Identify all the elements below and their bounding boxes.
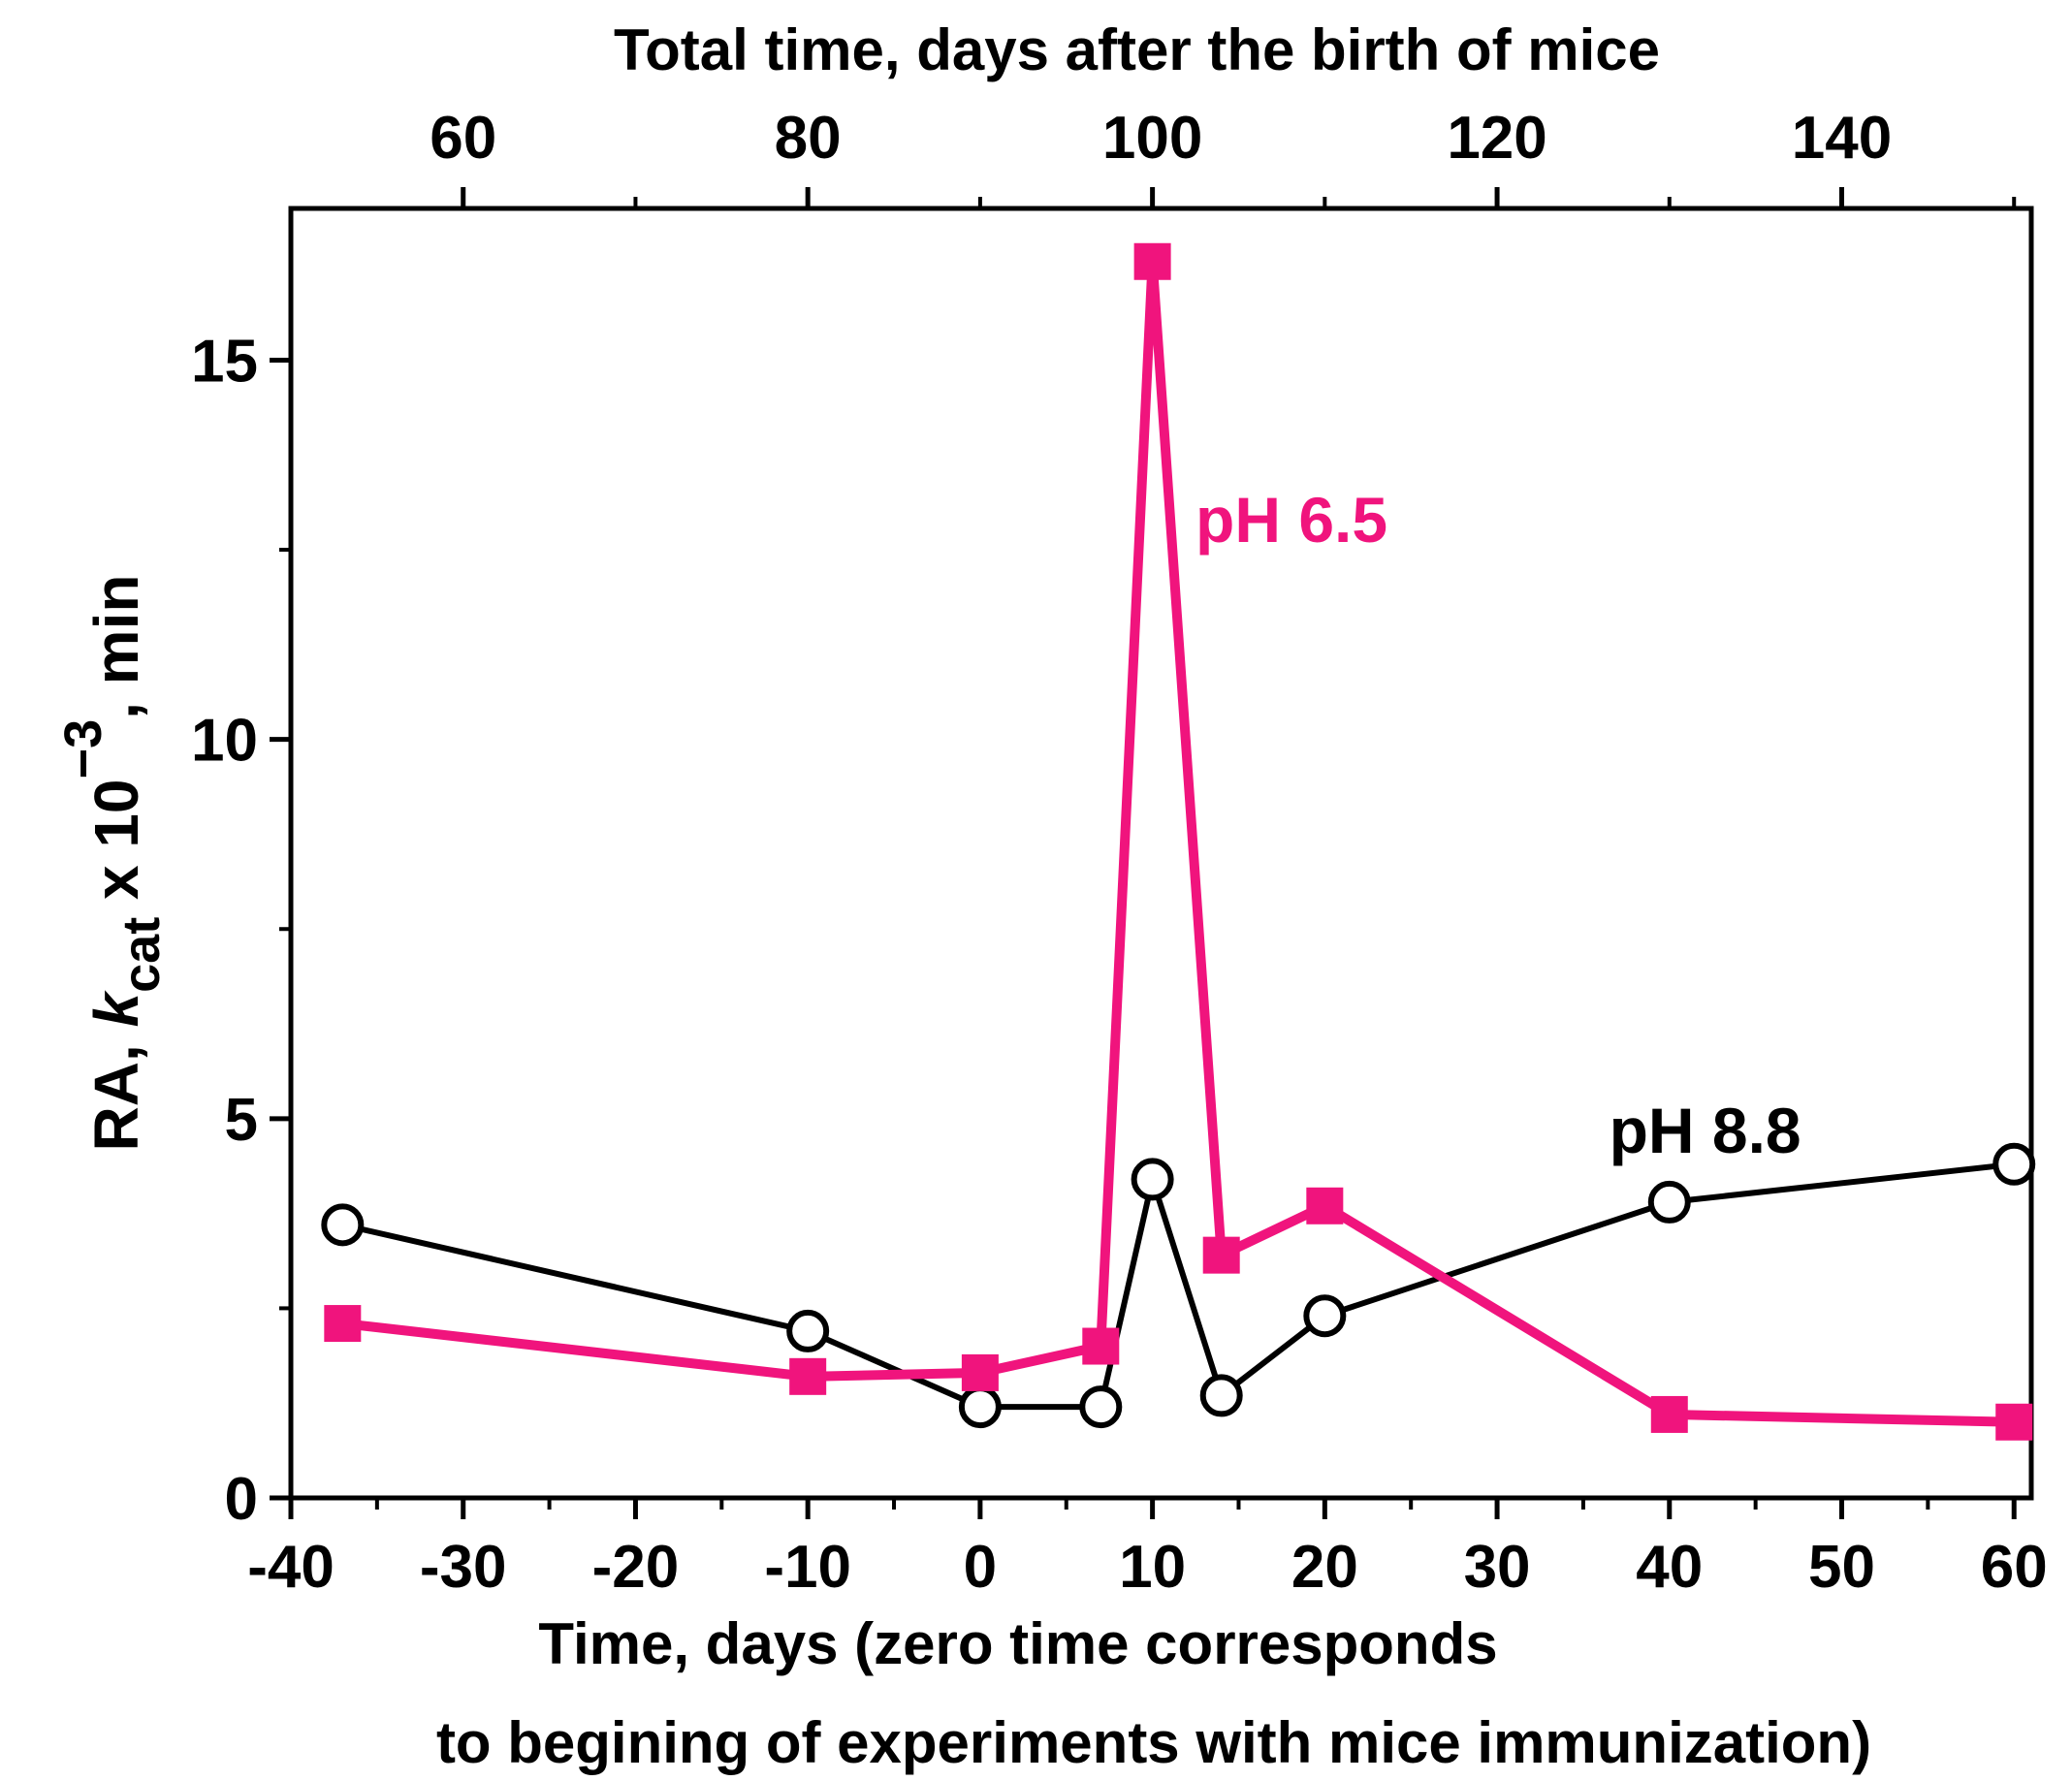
y-tick-label: 5 <box>225 1087 258 1154</box>
ph88-point <box>786 1309 830 1352</box>
ph65-point <box>789 1357 827 1395</box>
ph88-point <box>1992 1142 2036 1186</box>
top-tick-label: 140 <box>1792 105 1892 172</box>
ph65-point <box>961 1353 999 1391</box>
x-tick-label: 40 <box>1636 1534 1703 1601</box>
top-axis-title: Total time, days after the birth of mice <box>614 17 1660 82</box>
tick-layer: -40 -30 -20 -10 0 10 20 30 40 50 60 0 5 10 15 60 80 100 12… <box>191 105 2048 1601</box>
y-tick-label: 10 <box>191 708 258 775</box>
series-line-ph65 <box>341 261 2015 1427</box>
x-tick-label: -10 <box>764 1534 851 1601</box>
x-axis-title-line1: Time, days (zero time corresponds <box>538 1611 1497 1676</box>
x-tick-label: -40 <box>247 1534 335 1601</box>
x-tick-label: -30 <box>420 1534 507 1601</box>
top-tick-label: 60 <box>430 105 496 172</box>
ph65-point <box>324 1305 362 1343</box>
ph65-point <box>1202 1236 1240 1274</box>
top-tick-label: 80 <box>775 105 842 172</box>
ph88-point <box>958 1385 1002 1429</box>
ph88-point <box>1647 1180 1691 1224</box>
y-tick-label: 15 <box>191 328 258 395</box>
ph88-point <box>1199 1374 1243 1417</box>
ph88-point <box>1079 1385 1123 1429</box>
x-axis-title-line2: to begining of experiments with mice imm… <box>436 1710 1871 1775</box>
x-tick-label: 60 <box>1981 1534 2048 1601</box>
x-tick-label: 50 <box>1808 1534 1875 1601</box>
top-tick-label: 100 <box>1102 105 1202 172</box>
y-axis-title-k-sub: cat <box>112 917 171 993</box>
ph65-point <box>1995 1403 2033 1441</box>
x-tick-label: -20 <box>592 1534 680 1601</box>
x-tick-label: 10 <box>1119 1534 1186 1601</box>
y-tick-label: 0 <box>225 1466 258 1533</box>
top-tick-label: 120 <box>1447 105 1546 172</box>
series-line-ph88 <box>341 1161 2015 1411</box>
y-axis-title-mid: x 10 <box>81 779 151 916</box>
y-axis-title-k: k <box>81 989 151 1027</box>
ph65-point <box>1082 1327 1120 1365</box>
ph65-point <box>1133 242 1171 280</box>
ph88-point <box>1303 1294 1347 1338</box>
series-layer <box>321 242 2036 1441</box>
y-axis-title-prefix: RA, <box>81 1027 151 1151</box>
ph65-point <box>1306 1187 1344 1224</box>
y-axis-title-suffix: , min <box>81 575 151 719</box>
ph65-point <box>1650 1395 1688 1433</box>
ph88-point <box>321 1203 365 1247</box>
x-tick-label: 30 <box>1464 1534 1531 1601</box>
ph88-point <box>1131 1158 1174 1201</box>
x-tick-label: 0 <box>964 1534 997 1601</box>
y-axis-title: RA, kcat x 10−3, min <box>54 575 171 1152</box>
y-axis-title-exp: −3 <box>54 719 112 779</box>
x-tick-label: 20 <box>1291 1534 1358 1601</box>
series-label-ph65: pH 6.5 <box>1195 484 1387 556</box>
series-label-ph88: pH 8.8 <box>1610 1095 1801 1166</box>
plot-frame <box>288 206 2034 1501</box>
